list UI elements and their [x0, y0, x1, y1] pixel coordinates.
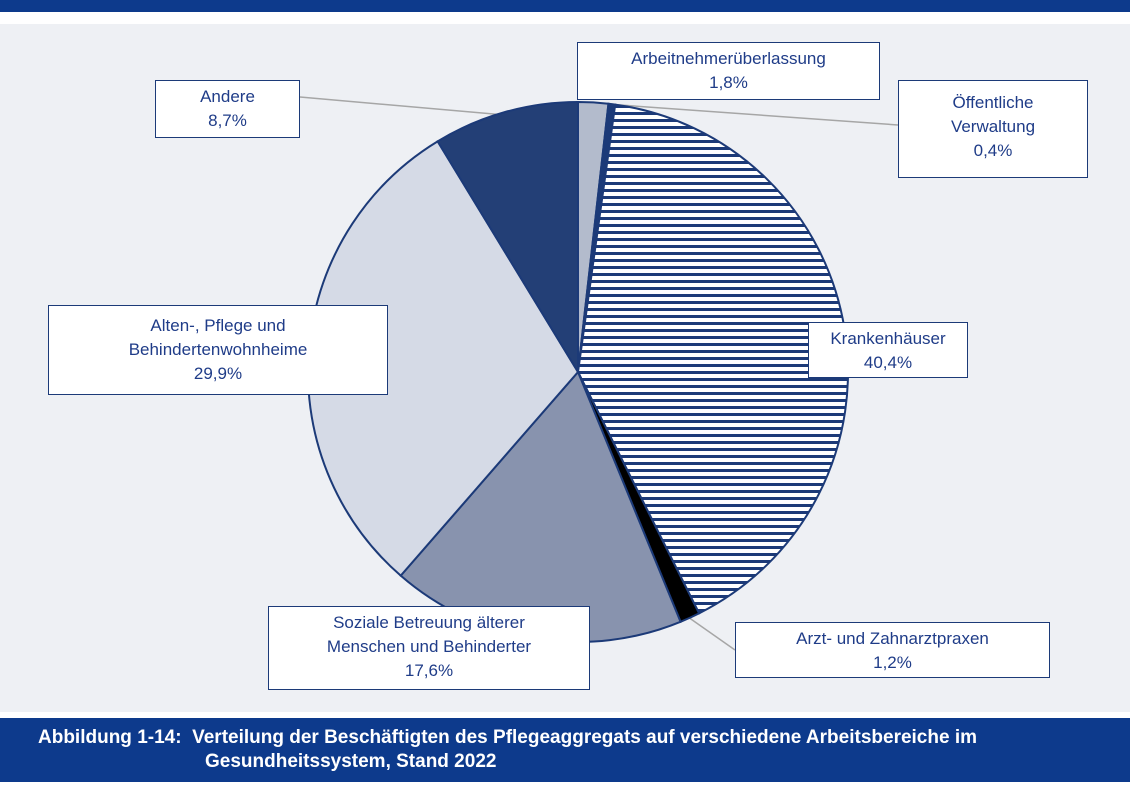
leader-lines [299, 96, 899, 651]
label-box: Alten-, Pflege und Behindertenwohnheime 2… [48, 305, 388, 395]
value-label: 29,9% [193, 364, 243, 383]
caption-bar: Abbildung 1-14: Verteilung der Beschäfti… [0, 718, 1130, 782]
label-box: Arzt- und Zahnarztpraxen 1,2% [735, 622, 1050, 678]
top-bar [0, 0, 1130, 12]
slice-label: Andere [200, 87, 255, 106]
leader-line [605, 103, 899, 126]
label-box: Arbeitnehmerüberlassung 1,8% [577, 42, 880, 100]
value-label: 0,4% [973, 141, 1013, 160]
value-label: 1,8% [709, 73, 748, 92]
label-box: Andere 8,7% [155, 80, 300, 138]
pie [307, 100, 849, 643]
caption: Abbildung 1-14: Verteilung der Beschäfti… [38, 727, 983, 772]
value-label: 17,6% [404, 661, 454, 680]
value-label: 1,2% [873, 653, 912, 672]
slice-label: Arzt- und Zahnarztpraxen [796, 629, 989, 648]
slice-label: Arbeitnehmerüberlassung [631, 49, 826, 68]
label-box: Soziale Betreuung älterer Menschen und B… [268, 606, 590, 690]
value-label: 8,7% [208, 111, 247, 130]
leader-line [687, 616, 736, 651]
value-label: 40,4% [863, 353, 913, 372]
slice-label: Soziale Betreuung älterer Menschen und B… [326, 613, 532, 656]
leader-line [299, 96, 506, 116]
pie-slice [436, 100, 579, 376]
slice-label: Öffentliche Verwaltung [950, 93, 1036, 136]
label-box: Krankenhäuser 40,4% [808, 322, 968, 378]
label-box: Öffentliche Verwaltung 0,4% [898, 80, 1088, 178]
slice-label: Krankenhäuser [830, 329, 946, 348]
slice-label: Alten-, Pflege und Behindertenwohnheime [128, 316, 308, 359]
